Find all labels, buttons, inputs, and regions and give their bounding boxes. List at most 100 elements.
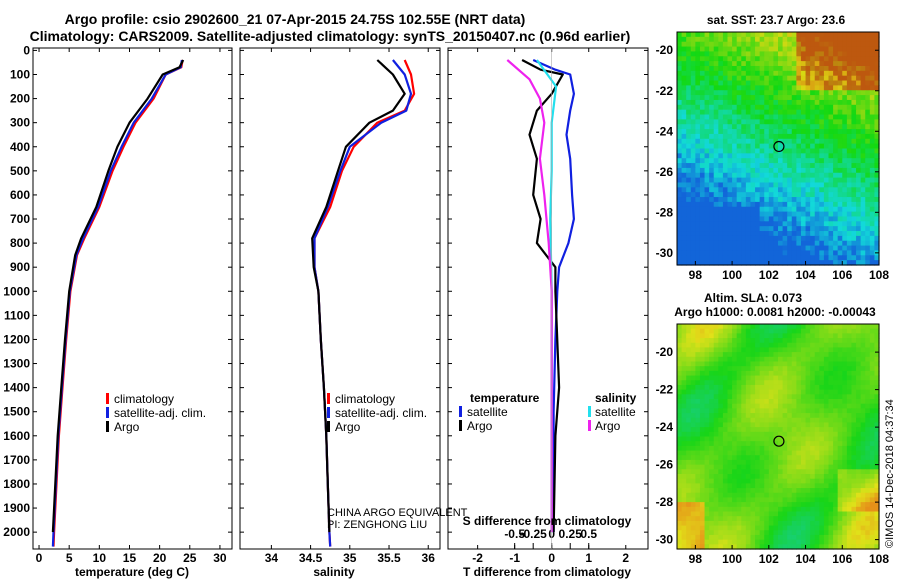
heatmap-cell	[745, 143, 752, 150]
heatmap-cell	[755, 525, 761, 531]
heatmap-cell	[709, 352, 715, 358]
heatmap-cell	[787, 455, 793, 461]
heatmap-cell	[810, 36, 816, 43]
heatmap-cell	[713, 99, 719, 106]
heatmap-cell	[704, 61, 710, 67]
heatmap-cell	[814, 436, 820, 442]
heatmap-cell	[800, 413, 807, 419]
heatmap-cell	[699, 32, 706, 38]
heatmap-cell	[722, 525, 729, 531]
sla-map-title: Altim. SLA: 0.073	[704, 291, 802, 305]
heatmap-cell	[704, 231, 710, 237]
heatmap-cell	[865, 75, 871, 82]
heatmap-cell	[732, 90, 738, 96]
map-x-tick-label: 98	[689, 268, 703, 282]
heatmap-cell	[677, 104, 683, 111]
heatmap-cell	[759, 356, 765, 363]
heatmap-cell	[860, 324, 866, 330]
heatmap-cell	[741, 143, 747, 150]
heatmap-cell	[874, 450, 880, 456]
heatmap-cell	[732, 436, 738, 442]
heatmap-cell	[718, 441, 724, 447]
map-x-tick-label: 106	[832, 552, 852, 566]
heatmap-cell	[782, 235, 788, 242]
heatmap-cell	[727, 544, 733, 550]
heatmap-cell	[745, 394, 752, 400]
heatmap-cell	[856, 431, 862, 438]
heatmap-cell	[677, 338, 683, 344]
heatmap-cell	[846, 51, 853, 57]
heatmap-cell	[736, 380, 742, 386]
depth-tick-label: 300	[10, 116, 30, 130]
heatmap-cell	[810, 75, 816, 82]
heatmap-cell	[782, 167, 788, 174]
heatmap-cell	[718, 187, 724, 193]
heatmap-cell	[704, 478, 710, 484]
heatmap-cell	[869, 41, 876, 48]
heatmap-cell	[874, 544, 880, 550]
heatmap-cell	[800, 119, 807, 125]
depth-tick-label: 700	[10, 212, 30, 226]
heatmap-cell	[764, 399, 770, 405]
heatmap-cell	[741, 511, 747, 517]
heatmap-cell	[869, 502, 876, 508]
map-x-tick-label: 108	[869, 268, 889, 282]
heatmap-cell	[860, 534, 866, 541]
heatmap-cell	[810, 511, 816, 517]
heatmap-cell	[819, 370, 825, 377]
heatmap-cell	[704, 445, 710, 452]
heatmap-cell	[690, 90, 696, 96]
heatmap-cell	[764, 90, 770, 96]
heatmap-cell	[759, 342, 765, 349]
heatmap-cell	[837, 182, 843, 188]
heatmap-cell	[851, 148, 857, 154]
heatmap-cell	[750, 488, 756, 494]
heatmap-cell	[846, 389, 853, 395]
heatmap-cell	[787, 459, 793, 466]
heatmap-cell	[750, 450, 756, 456]
heatmap-cell	[860, 361, 866, 367]
heatmap-cell	[805, 114, 811, 120]
heatmap-cell	[778, 240, 784, 247]
heatmap-cell	[704, 488, 710, 494]
heatmap-cell	[819, 431, 825, 438]
heatmap-cell	[800, 347, 807, 353]
heatmap-cell	[764, 352, 770, 358]
heatmap-cell	[718, 361, 724, 367]
x-tick-label: 34.5	[299, 551, 323, 565]
heatmap-cell	[750, 56, 756, 62]
heatmap-cell	[722, 138, 729, 145]
heatmap-cell	[791, 511, 797, 517]
heatmap-cell	[810, 260, 816, 266]
heatmap-cell	[727, 380, 733, 386]
heatmap-cell	[796, 51, 802, 57]
heatmap-cell	[681, 403, 687, 409]
heatmap-cell	[750, 483, 756, 489]
heatmap-cell	[704, 417, 710, 424]
heatmap-cell	[690, 422, 696, 428]
heatmap-cell	[851, 104, 857, 111]
heatmap-cell	[823, 143, 830, 150]
heatmap-cell	[727, 153, 733, 159]
map-y-tick-label: -30	[656, 533, 674, 547]
heatmap-cell	[681, 158, 687, 164]
heatmap-cell	[732, 80, 738, 86]
heatmap-cell	[755, 61, 761, 67]
heatmap-cell	[810, 427, 816, 433]
heatmap-cell	[860, 231, 866, 237]
heatmap-cell	[741, 408, 747, 414]
heatmap-cell	[750, 177, 756, 184]
heatmap-cell	[778, 129, 784, 135]
heatmap-cell	[846, 413, 853, 419]
heatmap-cell	[686, 41, 692, 48]
heatmap-cell	[814, 51, 820, 57]
heatmap-cell	[842, 403, 848, 409]
heatmap-cell	[837, 206, 843, 213]
heatmap-cell	[709, 231, 715, 237]
heatmap-cell	[681, 417, 687, 424]
heatmap-cell	[828, 240, 834, 247]
heatmap-cell	[814, 99, 820, 106]
heatmap-cell	[837, 80, 843, 86]
heatmap-cell	[823, 347, 830, 353]
heatmap-cell	[745, 469, 752, 475]
